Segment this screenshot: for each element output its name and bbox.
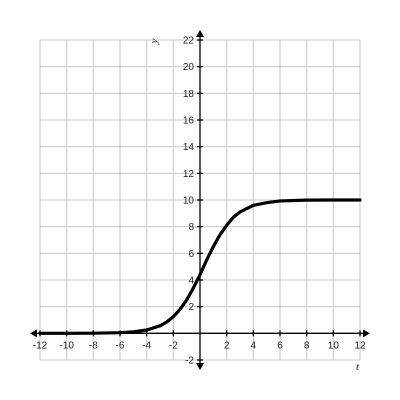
y-tick-label: 14 (183, 142, 195, 153)
y-tick-label: 4 (188, 276, 194, 287)
x-tick-label: -10 (59, 340, 74, 351)
y-tick-label: 18 (183, 89, 195, 100)
x-axis-title: t (356, 361, 360, 373)
y-tick-label: 12 (183, 169, 195, 180)
y-tick-label: -2 (185, 356, 194, 367)
x-tick-label: 4 (251, 340, 257, 351)
y-tick-label: 16 (183, 116, 195, 127)
y-axis-arrow-down (196, 363, 204, 370)
x-tick-label: -2 (169, 340, 178, 351)
x-tick-label: 6 (277, 340, 283, 351)
tick-labels: -12 -10 -8 -6 -4 -2 2 4 6 8 10 12 -2 2 4 6 8 10 12 14 16 18 20… (33, 36, 366, 367)
y-tick-label: 6 (188, 249, 194, 260)
x-tick-label: -6 (116, 340, 125, 351)
y-axis-arrow-up (196, 30, 204, 37)
y-axis-title: y (148, 38, 161, 46)
x-tick-label: 10 (328, 340, 340, 351)
y-tick-label: 8 (188, 222, 194, 233)
x-axis-arrow-left (30, 329, 37, 338)
x-tick-label: -8 (89, 340, 98, 351)
y-tick-label: 20 (183, 62, 195, 73)
series-layer (38, 198, 362, 335)
y-tick-label: 2 (188, 302, 194, 313)
x-tick-label: 2 (224, 340, 230, 351)
x-axis-arrow-right (363, 329, 370, 338)
x-tick-label: -4 (142, 340, 151, 351)
x-tick-label: -12 (33, 340, 48, 351)
x-tick-label: 12 (354, 340, 366, 351)
logistic-curve (38, 198, 362, 335)
y-tick-label: 22 (183, 36, 195, 47)
y-tick-label: 10 (183, 196, 195, 207)
x-tick-label: 8 (304, 340, 310, 351)
